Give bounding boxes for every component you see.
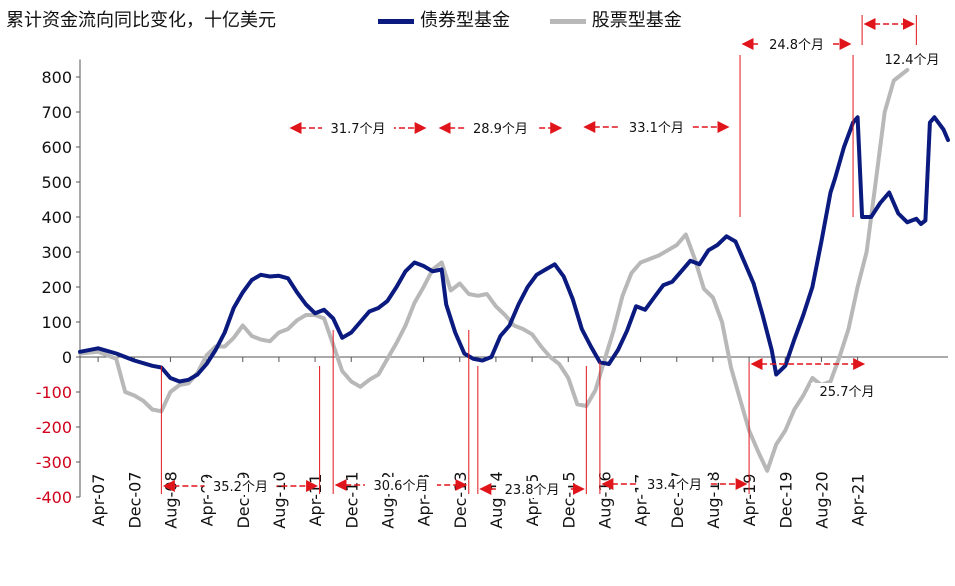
x-tick-label: Dec-13	[451, 471, 470, 528]
annotation-label-bg	[760, 36, 833, 53]
annotation-label: 12.4个月	[885, 53, 940, 68]
y-tick-label: 200	[41, 278, 72, 297]
annotation-label-bg	[811, 383, 883, 400]
legend-swatch-equity	[549, 18, 586, 24]
x-tick-label: Apr-07	[89, 474, 108, 527]
legend-label-bond: 债券型基金	[420, 10, 510, 31]
bond-fund-line	[78, 115, 950, 384]
annotation-label: 30.6个月	[374, 479, 429, 494]
y-tick-label: -400	[36, 488, 72, 507]
annotation-label-bg	[322, 120, 395, 137]
y-tick-label: 600	[41, 138, 72, 157]
y-tick-label: 300	[41, 243, 72, 262]
y-tick-label: -100	[36, 383, 72, 402]
annotation-label-bg	[638, 476, 711, 493]
legend-label-equity: 股票型基金	[591, 10, 682, 31]
x-tick-label: Aug-14	[487, 471, 506, 528]
annotation-label: 25.7个月	[820, 385, 875, 400]
annotation-label: 28.9个月	[473, 122, 528, 137]
equity-fund-line	[78, 68, 910, 473]
annotation-label-bg	[496, 481, 569, 498]
annotation-label: 31.7个月	[331, 122, 386, 137]
x-tick-label: Apr-11	[306, 474, 325, 527]
x-tick-label: Dec-07	[125, 471, 144, 528]
y-tick-label: -200	[36, 418, 72, 437]
annotation-label: 33.1个月	[629, 121, 684, 136]
annotation-label-bg	[364, 477, 437, 494]
annotation-label-bg	[620, 119, 693, 136]
x-tick-label: Aug-20	[812, 471, 831, 528]
x-tick-label: Dec-11	[342, 471, 361, 528]
annotation-label-bg	[464, 120, 537, 137]
annotation-label: 35.2个月	[213, 480, 268, 495]
y-tick-label: 0	[62, 348, 72, 367]
x-tick-label: Aug-08	[161, 471, 180, 528]
x-tick-label: Aug-16	[595, 471, 614, 528]
legend-swatch-bond	[378, 18, 414, 24]
annotation-label: 33.4个月	[647, 478, 702, 493]
chart-title: 累计资金流向同比变化，十亿美元	[6, 10, 276, 31]
y-tick-label: 800	[41, 68, 72, 87]
y-tick-label: 100	[41, 313, 72, 332]
x-tick-label: Dec-15	[559, 471, 578, 528]
legend: 债券型基金 股票型基金	[378, 6, 682, 32]
y-tick-label: 400	[41, 208, 72, 227]
x-tick-label: Apr-21	[849, 474, 868, 527]
y-tick-label: -300	[36, 453, 72, 472]
annotation-label-bg	[204, 478, 277, 495]
annotation-label-bg	[876, 51, 948, 68]
x-tick-label: Dec-19	[776, 471, 795, 528]
annotation-label: 24.8个月	[769, 38, 824, 53]
y-tick-label: 700	[41, 103, 72, 122]
y-tick-label: 500	[41, 173, 72, 192]
annotation-label: 23.8个月	[505, 483, 560, 498]
